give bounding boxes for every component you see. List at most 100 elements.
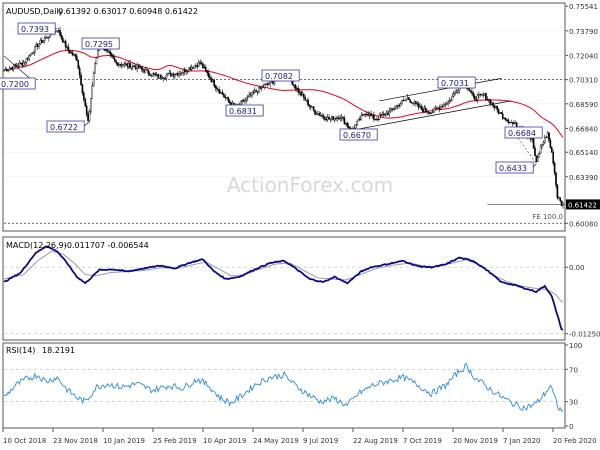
ohlc-label: 0.61392 0.63017 0.60948 0.61422 [58, 7, 198, 16]
macd-tick-label: -0.012509 [569, 331, 600, 339]
candle-body [175, 73, 178, 75]
current-price-box [566, 199, 600, 210]
candle-body [364, 113, 367, 115]
candle-body [532, 138, 535, 149]
candle-body [105, 49, 108, 51]
candle-body [178, 73, 180, 76]
candle-body [413, 101, 416, 104]
candle-body [503, 118, 505, 120]
candle-body [10, 67, 12, 69]
candle-body [513, 122, 515, 125]
candle-body [22, 62, 25, 66]
candle-body [347, 125, 350, 128]
candle-body [304, 97, 307, 101]
candle-body [221, 92, 224, 96]
candle-body [189, 67, 192, 70]
projection-dashed-line [510, 128, 537, 164]
candle-body [161, 77, 164, 79]
macd-values-label: -0.011707 -0.006544 [64, 241, 149, 250]
candle-body [504, 118, 507, 121]
candle-body [174, 74, 176, 77]
candle-body [387, 112, 389, 115]
watermark: ActionForex.com [227, 173, 393, 197]
candle-body [315, 113, 318, 115]
candle-body [343, 117, 346, 125]
candle-body [396, 105, 399, 107]
candle-body [137, 64, 140, 69]
candle-body [269, 80, 271, 85]
candle-body [83, 92, 85, 100]
candle-body [39, 40, 42, 45]
candle-body [482, 94, 484, 96]
candle-body [535, 155, 538, 162]
candle-body [391, 108, 393, 110]
candle-body [84, 99, 87, 107]
candle-body [223, 94, 225, 98]
candle-body [151, 73, 154, 76]
candle-body [157, 74, 159, 79]
candle-body [308, 104, 311, 107]
price-tick-label: 0.75541 [569, 3, 598, 11]
candle-body [224, 96, 227, 99]
candle-body [487, 99, 490, 101]
candle-body [130, 66, 133, 69]
candle-body [218, 90, 221, 94]
candle-body [81, 84, 84, 94]
candle-body [314, 109, 316, 115]
candle-body [536, 157, 539, 162]
candle-body [15, 65, 18, 67]
candle-body [34, 46, 36, 53]
candle-body [472, 92, 475, 97]
candle-body [211, 79, 214, 83]
candle-body [112, 55, 115, 59]
candle-body [46, 36, 49, 39]
candle-body [25, 58, 28, 63]
candle-body [549, 140, 552, 148]
macd-panel: MACD(12,26,9) -0.011707 -0.006544 0.00 -0… [2, 236, 600, 341]
trend-channels [351, 78, 537, 164]
x-tick-label: 23 Nov 2018 [53, 437, 98, 445]
candle-body [168, 72, 171, 74]
candle-body [392, 109, 395, 111]
candle-body [73, 54, 75, 56]
candle-body [266, 83, 269, 85]
candle-body [203, 66, 206, 69]
candle-body [227, 97, 229, 101]
candle-body [248, 94, 250, 97]
candle-body [147, 69, 150, 74]
candle-body [478, 94, 480, 96]
candle-body [485, 93, 487, 100]
candle-body [438, 107, 441, 110]
candle-body [321, 115, 323, 117]
candle-body [445, 103, 448, 105]
candle-body [195, 65, 197, 67]
candle-body [17, 65, 19, 67]
candle-body [326, 117, 329, 121]
candle-body [108, 50, 110, 53]
candle-body [531, 138, 533, 140]
candle-body [553, 162, 556, 174]
candle-body [18, 62, 21, 67]
candle-body [479, 94, 482, 96]
rsi-series-line [3, 362, 564, 412]
candle-body [206, 70, 208, 74]
candle-body [346, 122, 349, 127]
candle-body [539, 145, 542, 154]
candle-body [552, 152, 554, 164]
candle-body [8, 68, 11, 70]
candle-body [127, 63, 130, 67]
candle-body [35, 44, 38, 47]
candle-body [340, 116, 343, 119]
candle-body [258, 86, 260, 93]
candle-body [492, 102, 494, 106]
candle-body [538, 153, 540, 158]
annotation-label: 0.7031 [441, 79, 469, 88]
candle-body [367, 114, 370, 117]
price-tick-label: 0.70310 [569, 77, 598, 85]
candle-body [263, 84, 266, 88]
candle-body [409, 99, 412, 103]
candle-body [202, 63, 204, 69]
candle-body [402, 99, 405, 101]
candle-body [311, 106, 314, 108]
price-panel: ActionForex.com 0.7393 0.7295 0.7200 0.6722… [0, 2, 600, 232]
